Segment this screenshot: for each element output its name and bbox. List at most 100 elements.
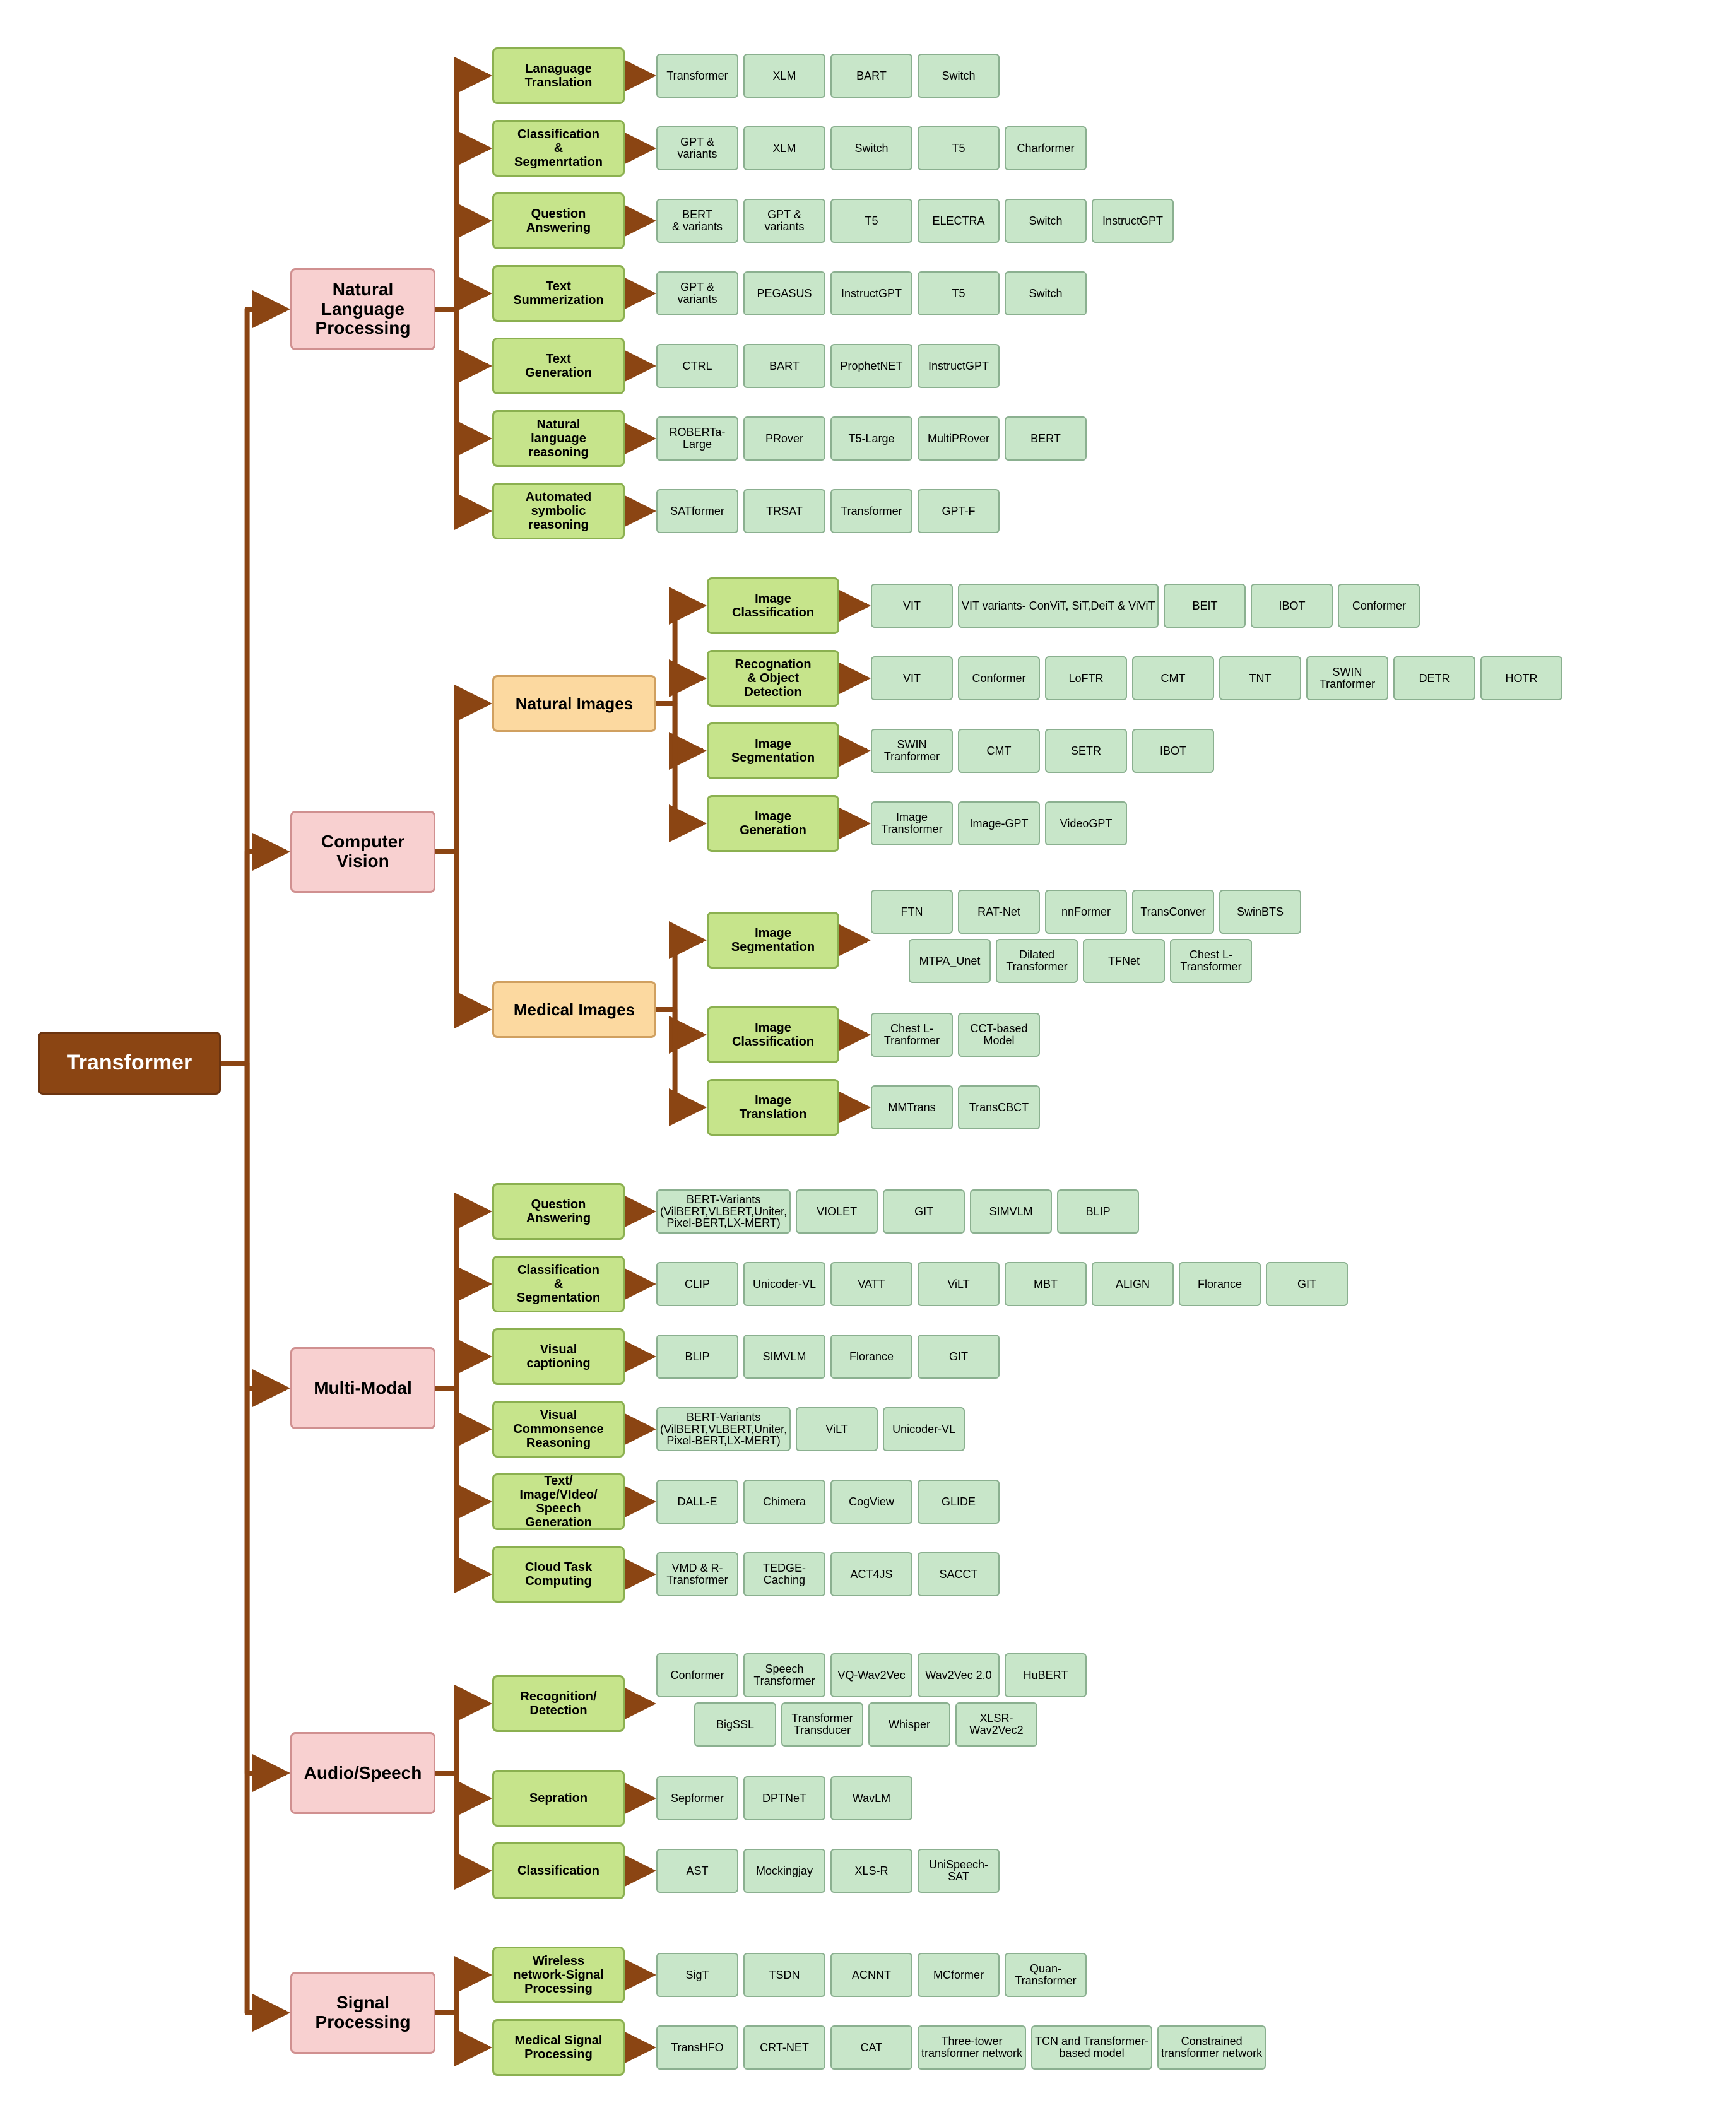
- task-node: Wireless network-Signal Processing: [492, 1947, 625, 2003]
- leaf-node: VQ-Wav2Vec: [830, 1653, 912, 1697]
- task-node: Visual Commonsence Reasoning: [492, 1401, 625, 1458]
- leaf-node: LoFTR: [1045, 656, 1127, 700]
- leaf-row: CTRLBARTProphetNETInstructGPT: [656, 344, 1000, 388]
- leaf-row: ROBERTa- LargePRoverT5-LargeMultiPRoverB…: [656, 416, 1087, 461]
- leaf-node: BART: [830, 54, 912, 98]
- leaf-node: Image Transformer: [871, 801, 953, 845]
- leaf-row: CLIPUnicoder-VLVATTViLTMBTALIGNFloranceG…: [656, 1262, 1348, 1306]
- task-node: Automated symbolic reasoning: [492, 483, 625, 539]
- leaf-row: VITConformerLoFTRCMTTNTSWIN TranformerDE…: [871, 656, 1562, 700]
- leaf-row: Image TransformerImage-GPTVideoGPT: [871, 801, 1127, 845]
- leaf-node: Quan- Transformer: [1005, 1953, 1087, 1997]
- leaf-node: BLIP: [656, 1335, 738, 1379]
- leaf-node: IBOT: [1132, 729, 1214, 773]
- task-node: Question Answering: [492, 1183, 625, 1240]
- leaf-node: Florance: [830, 1335, 912, 1379]
- leaf-node: MMTrans: [871, 1085, 953, 1129]
- leaf-node: BERT-Variants (VilBERT,VLBERT,Uniter, Pi…: [656, 1189, 791, 1234]
- leaf-node: Florance: [1179, 1262, 1261, 1306]
- leaf-node: FTN: [871, 890, 953, 934]
- leaf-row: VITVIT variants- ConViT, SiT,DeiT & ViVi…: [871, 584, 1420, 628]
- leaf-node: Transformer: [830, 489, 912, 533]
- leaf-node: ACNNT: [830, 1953, 912, 1997]
- domain-node: Multi-Modal: [290, 1347, 435, 1429]
- leaf-node: Wav2Vec 2.0: [918, 1653, 1000, 1697]
- leaf-node: GPT & variants: [656, 126, 738, 170]
- task-node: Question Answering: [492, 192, 625, 249]
- leaf-node: Unicoder-VL: [743, 1262, 825, 1306]
- leaf-node: MultiPRover: [918, 416, 1000, 461]
- leaf-node: VIOLET: [796, 1189, 878, 1234]
- leaf-node: PEGASUS: [743, 271, 825, 315]
- leaf-node: ProphetNET: [830, 344, 912, 388]
- leaf-node: TransHFO: [656, 2025, 738, 2070]
- leaf-node: InstructGPT: [830, 271, 912, 315]
- leaf-node: Chimera: [743, 1480, 825, 1524]
- leaf-node: Three-tower transformer network: [918, 2025, 1026, 2070]
- leaf-node: InstructGPT: [1092, 199, 1174, 243]
- root-node: Transformer: [38, 1032, 221, 1095]
- leaf-node: XLM: [743, 54, 825, 98]
- leaf-node: DALL-E: [656, 1480, 738, 1524]
- leaf-node: RAT-Net: [958, 890, 1040, 934]
- leaf-node: BERT: [1005, 416, 1087, 461]
- leaf-node: Chest L- Tranformer: [871, 1013, 953, 1057]
- leaf-node: T5-Large: [830, 416, 912, 461]
- domain-node: Computer Vision: [290, 811, 435, 893]
- subdomain-node: Medical Images: [492, 981, 656, 1038]
- leaf-row: BLIPSIMVLMFloranceGIT: [656, 1335, 1000, 1379]
- leaf-node: ViLT: [796, 1407, 878, 1451]
- leaf-node: SWIN Tranformer: [1306, 656, 1388, 700]
- leaf-node: UniSpeech- SAT: [918, 1849, 1000, 1893]
- leaf-node: Conformer: [1338, 584, 1420, 628]
- leaf-node: SETR: [1045, 729, 1127, 773]
- leaf-node: Unicoder-VL: [883, 1407, 965, 1451]
- leaf-row: SepformerDPTNeTWavLM: [656, 1776, 912, 1820]
- task-node: Lanaguage Translation: [492, 47, 625, 104]
- leaf-node: MBT: [1005, 1262, 1087, 1306]
- leaf-node: CMT: [958, 729, 1040, 773]
- task-node: Natural language reasoning: [492, 410, 625, 467]
- leaf-node: Transformer: [656, 54, 738, 98]
- leaf-row: TransHFOCRT-NETCATThree-tower transforme…: [656, 2025, 1266, 2070]
- leaf-node: GIT: [918, 1335, 1000, 1379]
- leaf-node: GPT & variants: [656, 271, 738, 315]
- leaf-node: GLIDE: [918, 1480, 1000, 1524]
- task-node: Text Summerization: [492, 265, 625, 322]
- leaf-node: MCformer: [918, 1953, 1000, 1997]
- leaf-node: Transformer Transducer: [781, 1702, 863, 1747]
- leaf-node: GPT-F: [918, 489, 1000, 533]
- leaf-node: GPT & variants: [743, 199, 825, 243]
- task-node: Text Generation: [492, 338, 625, 394]
- leaf-node: AST: [656, 1849, 738, 1893]
- task-node: Medical Signal Processing: [492, 2019, 625, 2076]
- leaf-node: SATformer: [656, 489, 738, 533]
- task-node: Visual captioning: [492, 1328, 625, 1385]
- leaf-node: DPTNeT: [743, 1776, 825, 1820]
- leaf-node: Conformer: [656, 1653, 738, 1697]
- leaf-node: BLIP: [1057, 1189, 1139, 1234]
- leaf-node: HuBERT: [1005, 1653, 1087, 1697]
- task-node: Image Generation: [707, 795, 839, 852]
- leaf-node: TFNet: [1083, 939, 1165, 983]
- domain-node: Signal Processing: [290, 1972, 435, 2054]
- leaf-node: ACT4JS: [830, 1552, 912, 1596]
- leaf-node: VATT: [830, 1262, 912, 1306]
- leaf-node: Switch: [830, 126, 912, 170]
- leaf-node: VIT: [871, 584, 953, 628]
- domain-node: Natural Language Processing: [290, 268, 435, 350]
- leaf-node: CMT: [1132, 656, 1214, 700]
- leaf-node: BERT-Variants (VilBERT,VLBERT,Uniter, Pi…: [656, 1407, 791, 1451]
- leaf-node: VMD & R- Transformer: [656, 1552, 738, 1596]
- leaf-node: TransCBCT: [958, 1085, 1040, 1129]
- leaf-row: ASTMockingjayXLS-RUniSpeech- SAT: [656, 1849, 1000, 1893]
- leaf-node: BigSSL: [694, 1702, 776, 1747]
- leaf-node: ROBERTa- Large: [656, 416, 738, 461]
- leaf-node: XLSR- Wav2Vec2: [955, 1702, 1037, 1747]
- leaf-node: Charformer: [1005, 126, 1087, 170]
- leaf-node: Whisper: [868, 1702, 950, 1747]
- leaf-row: BERT-Variants (VilBERT,VLBERT,Uniter, Pi…: [656, 1189, 1139, 1234]
- leaf-node: SIMVLM: [743, 1335, 825, 1379]
- leaf-node: Switch: [1005, 199, 1087, 243]
- leaf-node: Sepformer: [656, 1776, 738, 1820]
